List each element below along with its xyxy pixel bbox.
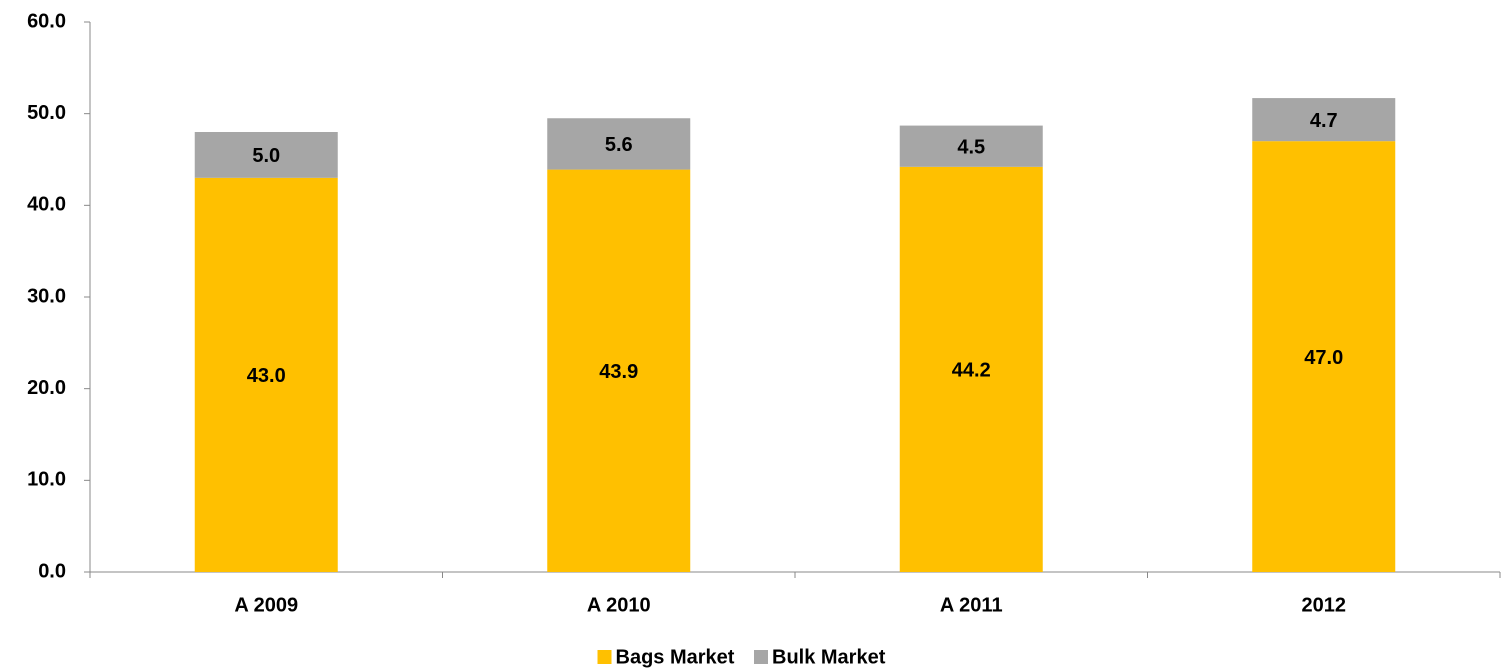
- bar-segment: [194, 177, 338, 573]
- bar-segment: [899, 166, 1043, 573]
- data-label: 5.0: [252, 145, 280, 167]
- data-label: 43.9: [599, 361, 638, 383]
- legend-label: Bags Market: [616, 646, 735, 668]
- legend-swatch: [754, 650, 768, 664]
- data-label: 5.6: [605, 134, 633, 156]
- data-label: 4.7: [1310, 110, 1338, 132]
- y-tick-label: 0.0: [38, 560, 66, 582]
- x-tick-label: 2012: [1302, 594, 1347, 616]
- bar-segment: [1252, 98, 1396, 142]
- y-tick-label: 20.0: [27, 377, 66, 399]
- data-label: 4.5: [957, 136, 985, 158]
- bar-segment: [899, 125, 1043, 167]
- y-tick-label: 50.0: [27, 102, 66, 124]
- data-label: 44.2: [952, 360, 991, 382]
- bar-segment: [547, 118, 691, 170]
- y-tick-label: 10.0: [27, 469, 66, 491]
- x-tick-label: A 2010: [587, 594, 651, 616]
- bar-segment: [194, 132, 338, 178]
- x-tick-label: A 2009: [234, 594, 298, 616]
- legend-label: Bulk Market: [772, 646, 886, 668]
- y-tick-label: 40.0: [27, 194, 66, 216]
- data-label: 47.0: [1304, 347, 1343, 369]
- bar-segment: [1252, 141, 1396, 572]
- data-label: 43.0: [247, 365, 286, 387]
- bar-segment: [547, 169, 691, 573]
- y-tick-label: 30.0: [27, 285, 66, 307]
- x-tick-label: A 2011: [940, 594, 1003, 616]
- legend-swatch: [597, 650, 612, 664]
- y-tick-label: 60.0: [27, 10, 66, 32]
